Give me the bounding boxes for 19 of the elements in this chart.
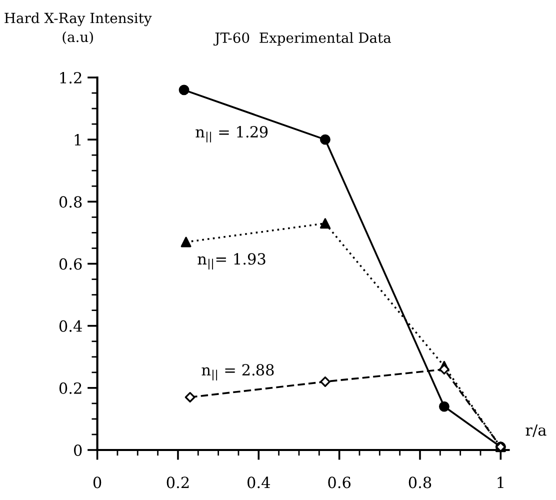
chart-title: JT-60 Experimental Data (213, 32, 391, 46)
x-tick-label: 0.4 (248, 476, 270, 488)
y-tick-label: 1 (74, 134, 81, 146)
y-axis-title: Hard X-Ray Intensity (a.u) (4, 12, 152, 44)
y-tick-label: 0 (74, 444, 82, 456)
x-tick-label: 0.6 (328, 476, 351, 488)
x-tick-label: 0 (93, 476, 102, 488)
series-label: n$_{||}$= 1.93 (198, 253, 266, 270)
y-tick-label: 0.2 (59, 382, 82, 394)
x-tick-label: 0.8 (408, 476, 432, 488)
series-label: n$_{||}$ = 2.88 (202, 364, 274, 380)
series-label: n$_{||}$ = 1.29 (196, 126, 268, 142)
y-tick-label: 0.4 (59, 320, 82, 332)
y-tick-label: 0.8 (59, 196, 82, 208)
x-tick-label: 1 (498, 476, 504, 488)
y-tick-label: 1.2 (60, 72, 82, 84)
x-tick-label: 0.2 (166, 476, 189, 488)
x-axis-title: r/a (526, 424, 546, 438)
y-tick-label: 0.6 (59, 258, 82, 270)
